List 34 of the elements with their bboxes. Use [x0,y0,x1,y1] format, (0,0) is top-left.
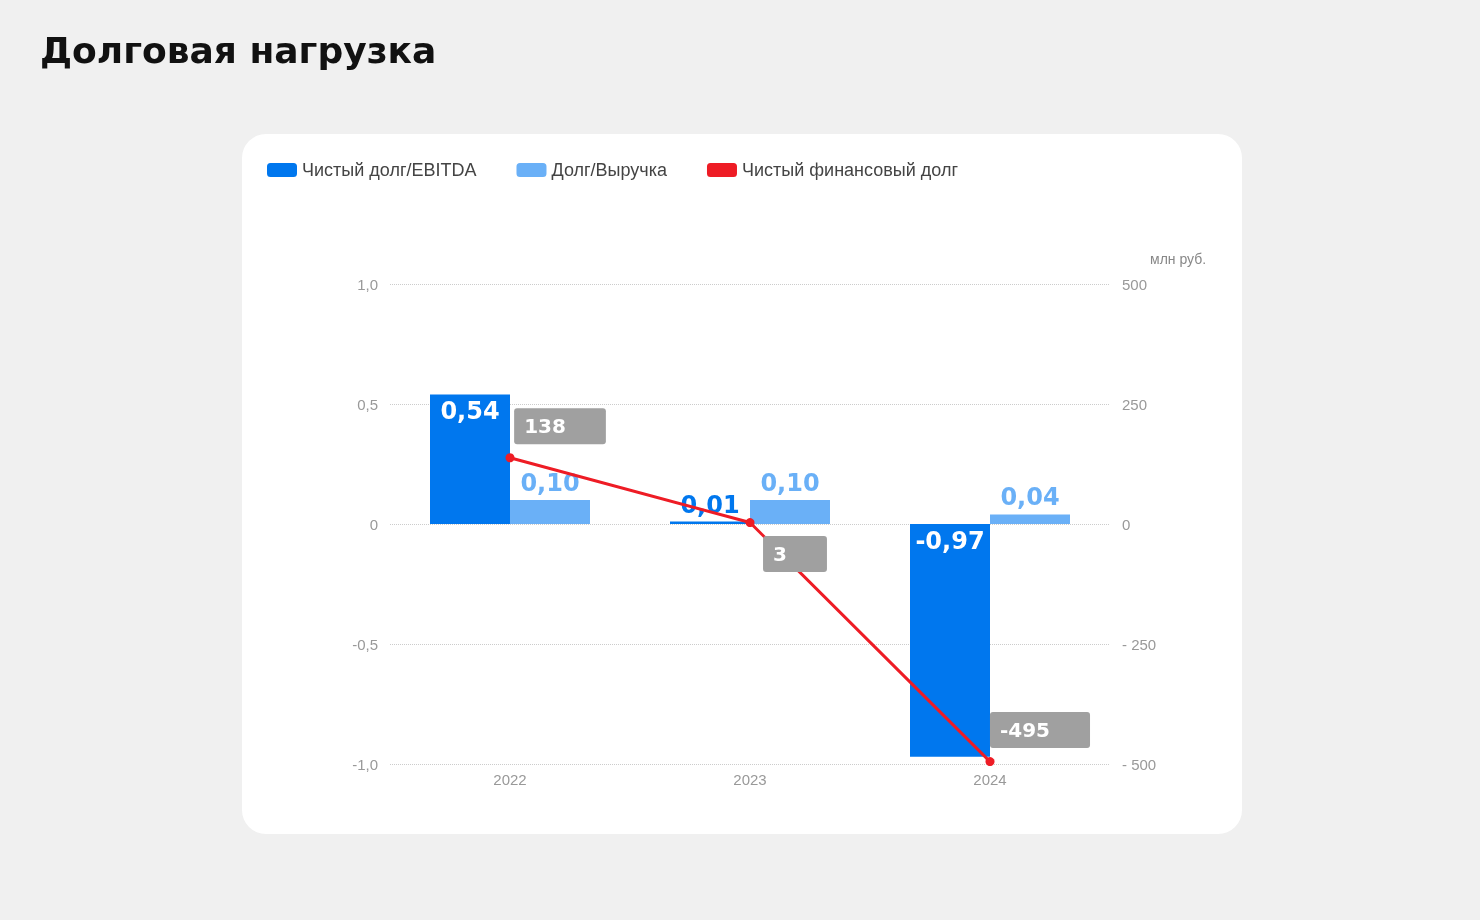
bar [910,524,990,757]
y2-tick-label: - 500 [1122,755,1157,773]
x-tick-label: 2023 [733,771,767,788]
point [745,518,755,528]
data-label: 138 [524,414,566,439]
chart-title: Долговая нагрузка [40,30,437,71]
data-label: 0,04 [1000,483,1060,512]
legend-label: Чистый долг/EBITDA [302,160,477,180]
y-tick-label: 1,0 [357,275,378,293]
y-tick-label: 0,5 [357,395,378,413]
x-tick-label: 2024 [973,771,1007,788]
legend-label: Долг/Выручка [551,160,668,180]
y-tick-label: -0,5 [352,635,378,653]
point [985,757,995,767]
point [505,453,515,463]
bar [750,500,830,524]
data-label: 0,10 [520,469,580,497]
y2-tick-label: 500 [1122,275,1148,293]
x-tick-label: 2022 [493,771,527,788]
y-tick-label: 0 [369,515,378,533]
y2-tick-label: 250 [1122,395,1148,413]
y2-tick-label: 0 [1122,515,1131,533]
y2-tick-label: - 250 [1122,635,1157,653]
legend-label: Чистый финансовый долг [741,160,959,180]
bar [990,514,1070,524]
bar [510,500,590,524]
data-label: 0,10 [760,469,820,497]
y2-axis-title: млн руб. [1150,251,1207,267]
data-label: 3 [773,542,787,567]
data-label: 0,54 [440,397,500,426]
data-label: -495 [999,718,1051,743]
bar [430,394,510,524]
data-label: -0,97 [915,527,985,555]
y-tick-label: -1,0 [352,755,378,773]
